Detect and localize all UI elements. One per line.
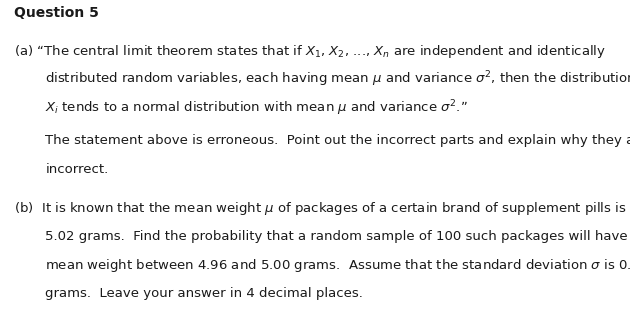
Text: distributed random variables, each having mean $\mu$ and variance $\sigma^2$, th: distributed random variables, each havin… — [45, 70, 630, 89]
Text: Question 5: Question 5 — [14, 6, 99, 20]
Text: incorrect.: incorrect. — [45, 163, 108, 176]
Text: grams.  Leave your answer in 4 decimal places.: grams. Leave your answer in 4 decimal pl… — [45, 287, 364, 300]
Text: 5.02 grams.  Find the probability that a random sample of 100 such packages will: 5.02 grams. Find the probability that a … — [45, 230, 630, 243]
Text: The statement above is erroneous.  Point out the incorrect parts and explain why: The statement above is erroneous. Point … — [45, 134, 630, 147]
Text: (b)  It is known that the mean weight $\mu$ of packages of a certain brand of su: (b) It is known that the mean weight $\m… — [14, 200, 626, 217]
Text: $X_i$ tends to a normal distribution with mean $\mu$ and variance $\sigma^2$.”: $X_i$ tends to a normal distribution wit… — [45, 98, 468, 118]
Text: (a) “The central limit theorem states that if $X_1$, $X_2$, ..., $X_n$ are indep: (a) “The central limit theorem states th… — [14, 43, 606, 60]
Text: mean weight between 4.96 and 5.00 grams.  Assume that the standard deviation $\s: mean weight between 4.96 and 5.00 grams.… — [45, 257, 630, 274]
